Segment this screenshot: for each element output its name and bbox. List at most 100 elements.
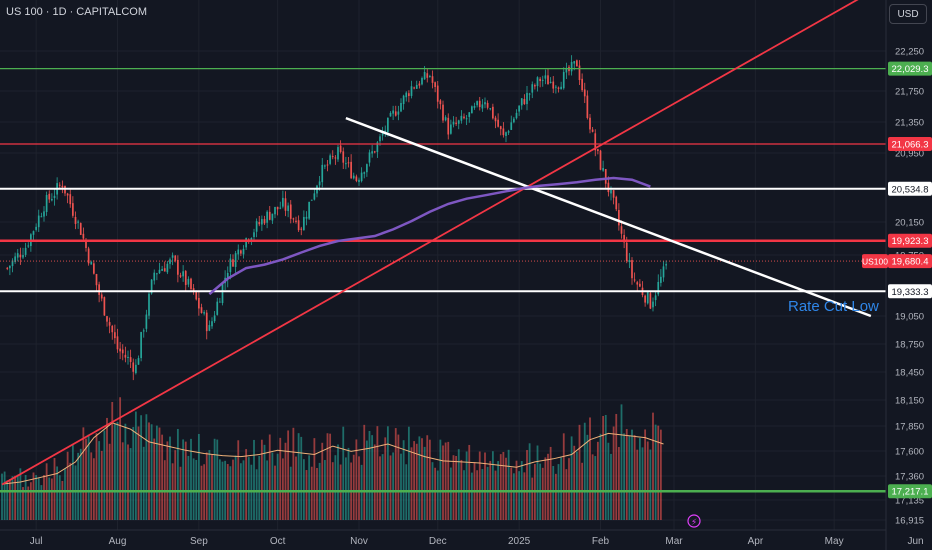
volume-bar xyxy=(142,446,145,520)
volume-bar xyxy=(79,448,82,520)
volume-bar xyxy=(589,417,591,520)
candle xyxy=(434,82,436,87)
candle xyxy=(27,245,30,247)
volume-bar xyxy=(636,449,639,520)
candle xyxy=(242,248,245,255)
candle xyxy=(384,130,387,133)
volume-bar xyxy=(37,477,40,520)
volume-bar xyxy=(389,455,392,520)
lightning-glyph: ⚡ xyxy=(691,518,697,528)
volume-bar xyxy=(363,424,366,520)
candle xyxy=(24,247,27,255)
volume-bar xyxy=(426,435,429,520)
volume-bar xyxy=(302,459,305,520)
volume-bar xyxy=(397,434,400,520)
volume-bar xyxy=(644,429,647,520)
volume-bar xyxy=(428,439,431,520)
candle xyxy=(402,95,405,105)
volume-bar xyxy=(92,458,95,520)
candle xyxy=(478,100,481,108)
candle xyxy=(297,220,300,231)
candle xyxy=(116,336,119,350)
volume-bar xyxy=(279,437,282,520)
candle xyxy=(114,332,116,339)
volume-bar xyxy=(134,411,137,520)
candle xyxy=(274,206,276,215)
candle xyxy=(300,228,303,230)
volume-bar xyxy=(544,457,547,520)
volume-bar xyxy=(507,449,510,520)
volume-bar xyxy=(58,475,61,520)
volume-bar xyxy=(127,444,129,520)
volume-bar xyxy=(48,477,51,520)
volume-bar xyxy=(586,434,589,520)
candle xyxy=(376,142,379,152)
candle xyxy=(16,253,19,258)
volume-bar xyxy=(329,433,332,520)
candle xyxy=(318,181,321,186)
candle xyxy=(132,362,135,372)
candle xyxy=(6,267,9,269)
volume-bar xyxy=(607,442,610,520)
candle xyxy=(85,240,87,249)
currency-button[interactable]: USD xyxy=(889,4,927,24)
candle xyxy=(90,261,93,265)
candle xyxy=(337,147,339,160)
candle xyxy=(103,297,106,316)
candle xyxy=(520,98,523,106)
candle xyxy=(295,220,297,222)
volume-bar xyxy=(337,444,339,520)
candle xyxy=(106,316,108,322)
volume-bar xyxy=(16,474,19,520)
volume-bar xyxy=(313,438,316,520)
volume-bar xyxy=(14,475,17,520)
candle xyxy=(192,288,195,291)
volume-bar xyxy=(161,434,164,520)
candle xyxy=(618,210,620,226)
volume-bar xyxy=(74,465,77,520)
x-tick-label: May xyxy=(825,536,844,547)
volume-bar xyxy=(11,476,14,520)
y-tick-label: 21,750 xyxy=(895,87,924,98)
x-tick-label: Oct xyxy=(270,536,286,547)
candle xyxy=(184,271,187,285)
candle xyxy=(72,203,74,216)
candle xyxy=(352,175,355,179)
volume-bar xyxy=(573,445,576,520)
candle xyxy=(279,207,282,209)
volume-bar xyxy=(98,441,101,520)
volume-bar xyxy=(599,433,602,520)
volume-bar xyxy=(176,428,179,520)
candle xyxy=(163,268,166,272)
candle xyxy=(98,284,100,295)
level-price-label: 20,534.8 xyxy=(892,184,929,195)
candle xyxy=(45,194,48,212)
candle xyxy=(289,204,292,219)
candle xyxy=(276,206,279,210)
volume-bar xyxy=(583,422,586,520)
candle xyxy=(649,293,652,309)
symbol-tag-label: US100 xyxy=(862,257,888,267)
volume-bar xyxy=(575,451,578,520)
candle xyxy=(518,105,520,112)
volume-bar xyxy=(71,445,74,520)
volume-bar xyxy=(145,414,148,520)
candle xyxy=(229,258,232,273)
candle xyxy=(599,150,602,170)
candle xyxy=(11,260,14,267)
volume-bar xyxy=(200,465,203,520)
volume-bar xyxy=(77,452,80,520)
candle xyxy=(61,185,64,188)
candle xyxy=(310,199,313,201)
candle xyxy=(447,117,450,135)
level-price-tag xyxy=(888,284,932,299)
candle xyxy=(418,83,421,86)
volume-bar xyxy=(502,451,505,520)
volume-bar xyxy=(129,448,132,520)
candle xyxy=(625,242,628,262)
volume-bar xyxy=(85,438,87,520)
volume-bar xyxy=(358,456,360,520)
volume-bar xyxy=(32,472,35,520)
candle xyxy=(494,117,497,122)
volume-bar xyxy=(255,469,258,520)
